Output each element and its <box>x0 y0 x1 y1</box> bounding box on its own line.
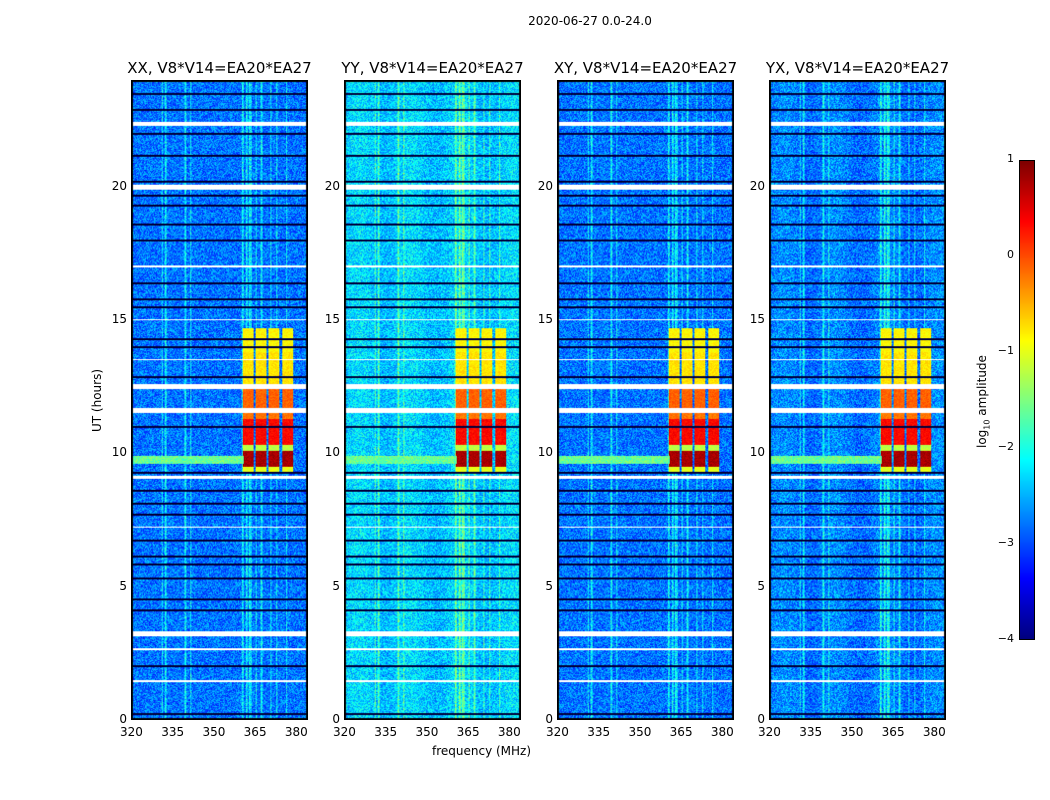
x-tick-label: 380 <box>922 725 946 739</box>
y-tick-label: 15 <box>324 312 340 326</box>
x-tick-label: 320 <box>333 725 356 739</box>
x-tick-label: 365 <box>456 725 480 739</box>
colorbar-tick-label: −3 <box>997 536 1014 549</box>
y-tick-label: 10 <box>749 445 765 460</box>
y-tick-label: 20 <box>324 178 340 193</box>
waterfall-heatmap <box>131 80 308 720</box>
y-tick-label: 15 <box>537 312 553 326</box>
x-tick-label: 335 <box>587 725 611 739</box>
y-tick-label: 10 <box>324 445 340 460</box>
y-tick-label: 20 <box>749 178 765 193</box>
x-tick-label: 380 <box>497 725 521 739</box>
panel-title: YY, V8*V14=EA20*EA27 <box>341 59 524 77</box>
y-tick-label: 15 <box>749 312 765 326</box>
y-tick-label: 20 <box>537 178 553 193</box>
x-tick-label: 320 <box>120 725 143 739</box>
x-tick-label: 320 <box>546 725 569 739</box>
y-tick-label: 20 <box>111 178 127 193</box>
figure-title: 2020-06-27 0.0-24.0 <box>528 14 652 28</box>
y-tick-label: 5 <box>332 578 340 593</box>
x-tick-label: 365 <box>669 725 693 739</box>
waterfall-heatmap <box>557 80 734 720</box>
y-tick-label: 0 <box>545 712 553 726</box>
colorbar <box>1019 160 1035 640</box>
y-tick-label: 0 <box>119 712 127 726</box>
y-tick-label: 5 <box>119 578 127 593</box>
y-tick-label: 5 <box>757 578 765 593</box>
x-tick-label: 365 <box>881 725 905 739</box>
colorbar-tick-label: −2 <box>997 440 1014 453</box>
colorbar-tick-label: 0 <box>1007 248 1014 261</box>
y-tick-label: 0 <box>757 712 765 726</box>
x-tick-label: 350 <box>840 725 864 739</box>
waterfall-heatmap <box>344 80 521 720</box>
x-tick-label: 350 <box>202 725 226 739</box>
x-tick-label: 335 <box>799 725 823 739</box>
y-tick-label: 10 <box>537 445 553 460</box>
colorbar-tick-label: 1 <box>1007 152 1014 165</box>
x-tick-label: 380 <box>710 725 734 739</box>
y-tick-label: 0 <box>332 712 340 726</box>
colorbar-tick-label: −4 <box>997 632 1014 645</box>
colorbar-label-sub: 10 <box>982 419 992 430</box>
x-tick-label: 350 <box>628 725 652 739</box>
x-axis-label: frequency (MHz) <box>432 744 532 758</box>
x-tick-label: 335 <box>374 725 398 739</box>
panel-title: YX, V8*V14=EA20*EA27 <box>765 59 950 77</box>
waterfall-heatmap <box>769 80 946 720</box>
y-tick-label: 5 <box>545 578 553 593</box>
panel-title: XX, V8*V14=EA20*EA27 <box>127 59 312 77</box>
x-tick-label: 380 <box>284 725 308 739</box>
panel-title: XY, V8*V14=EA20*EA27 <box>553 59 738 77</box>
colorbar-tick-label: −1 <box>997 344 1014 357</box>
y-axis-label: UT (hours) <box>90 368 104 432</box>
y-tick-label: 15 <box>111 312 127 326</box>
colorbar-label: log10 amplitude <box>975 355 991 448</box>
x-tick-label: 350 <box>415 725 439 739</box>
y-tick-label: 10 <box>111 445 127 460</box>
x-tick-label: 320 <box>758 725 781 739</box>
colorbar-label-rest: amplitude <box>975 355 989 420</box>
colorbar-label-main: log <box>975 429 989 448</box>
x-tick-label: 365 <box>243 725 267 739</box>
x-tick-label: 335 <box>161 725 185 739</box>
